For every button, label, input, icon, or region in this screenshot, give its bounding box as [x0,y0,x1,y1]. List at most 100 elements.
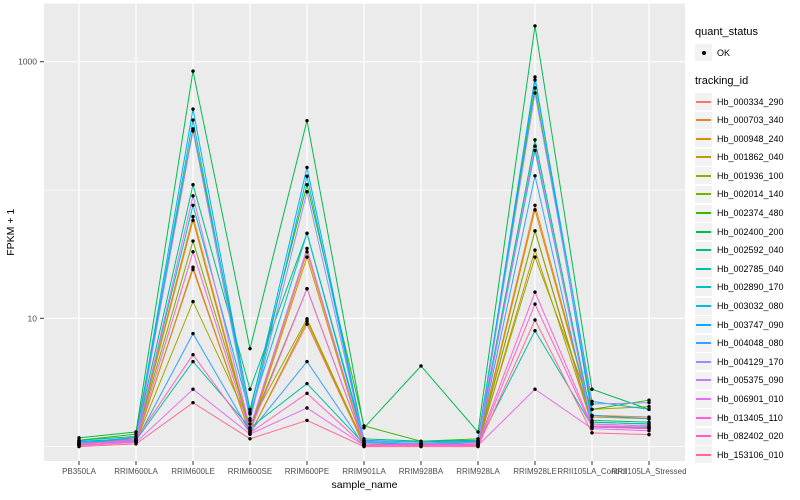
x-tick-label: RRIM928BA [399,467,444,476]
data-point [590,431,594,435]
x-tick-label: RRIM928LE [513,467,557,476]
data-point [191,118,195,122]
x-tick-label: RRIM600SE [228,467,272,476]
legend-label: Hb_153106_010 [717,449,784,460]
legend-label: Hb_013405_110 [717,412,783,423]
data-point [191,400,195,405]
legend-item-Hb_000334_290: Hb_000334_290 [695,93,797,110]
data-point [248,410,252,415]
legend-key-box [695,446,712,464]
line-swatch-icon [696,342,711,345]
legend-key-box [695,316,712,334]
data-point [647,404,651,409]
legend-key-box [695,204,712,222]
data-point [248,422,252,426]
legend-item-Hb_002785_040: Hb_002785_040 [695,260,797,278]
data-point [191,203,195,207]
data-point [305,174,309,178]
data-point [590,413,594,418]
line-swatch-icon [696,398,711,400]
x-tick-label: RRII105LA_Stressed [611,467,686,476]
data-point [419,442,423,446]
legend-title-tracking-id: tracking_id [695,75,749,87]
line-swatch-icon [696,174,711,177]
y-tick-label: 1000 [18,57,37,67]
legend-key-box [695,427,712,445]
data-point [134,442,138,446]
legend-label: Hb_004048_080 [717,338,784,349]
data-point [191,387,195,391]
data-point [533,91,537,95]
data-point [590,425,594,429]
legend-item-Hb_013405_110: Hb_013405_110 [695,409,797,427]
legend-item-Hb_002374_480: Hb_002374_480 [695,204,797,222]
legend-label: Hb_000334_290 [717,96,784,107]
legend-item-Hb_001862_040: Hb_001862_040 [695,148,797,166]
legend-item-Hb_001936_100: Hb_001936_100 [695,167,797,185]
legend-label: Hb_003747_090 [717,319,784,330]
data-point [533,229,537,233]
data-point [191,299,195,304]
legend-label: Hb_002374_480 [717,208,784,219]
data-point [419,364,423,368]
data-point [590,407,594,412]
data-point [305,165,309,170]
line-swatch-icon [696,137,711,140]
data-point [191,69,195,73]
data-point [533,290,537,294]
legend-label: Hb_006901_010 [717,394,784,404]
legend-label: Hb_082402_020 [717,431,784,442]
data-point [533,148,537,153]
legend-tracking-items: Hb_000334_290 Hb_000703_340 Hb_000948_240 H… [695,93,797,464]
data-point [305,231,309,235]
x-tick-label: RRIM600PE [285,467,329,476]
data-point [134,437,138,441]
data-point [590,387,594,391]
data-point [248,437,252,441]
x-tick-label: RRIM600LA [114,467,158,476]
x-tick-label: PB350LA [62,467,96,476]
data-point [419,444,423,449]
legend-item-Hb_000703_340: Hb_000703_340 [695,111,797,129]
data-point [362,426,366,430]
data-point [305,317,309,321]
legend-key-box [695,371,712,389]
legend-label: Hb_001936_100 [717,170,784,181]
data-point [533,255,537,259]
legend-key-box [695,130,712,148]
data-point [248,407,252,412]
data-point [191,359,195,364]
data-point [533,329,537,333]
data-point [191,239,195,243]
legend-key-box [695,297,712,315]
data-point [305,391,309,396]
line-swatch-icon [696,453,711,456]
data-point [533,248,537,252]
data-point [248,346,252,351]
legend-key-box [695,390,712,408]
legend-title-quant-status: quant_status [695,26,758,38]
legend-item-Hb_000948_240: Hb_000948_240 [695,130,797,148]
line-swatch-icon [696,323,711,326]
data-point [191,214,195,219]
legend-key-box [695,148,712,166]
line-swatch-icon [696,286,711,289]
legend-item-Hb_153106_010: Hb_153106_010 [695,446,797,464]
legend-item-Hb_082402_020: Hb_082402_020 [695,427,797,445]
line-swatch-icon [696,193,711,196]
legend-key-box [695,278,712,296]
data-point [305,359,309,364]
line-swatch-icon [696,267,711,270]
data-point [191,182,195,187]
legend: quant_status OK tracking_id Hb_000334_29… [695,26,797,465]
legend-label: Hb_000948_240 [717,133,784,144]
legend-key-box [695,223,712,241]
data-point [533,203,537,207]
data-point [647,426,651,431]
legend-key-box [695,44,712,61]
data-point [476,430,480,434]
line-swatch-icon [696,249,711,252]
legend-label: Hb_003032_080 [717,301,784,312]
